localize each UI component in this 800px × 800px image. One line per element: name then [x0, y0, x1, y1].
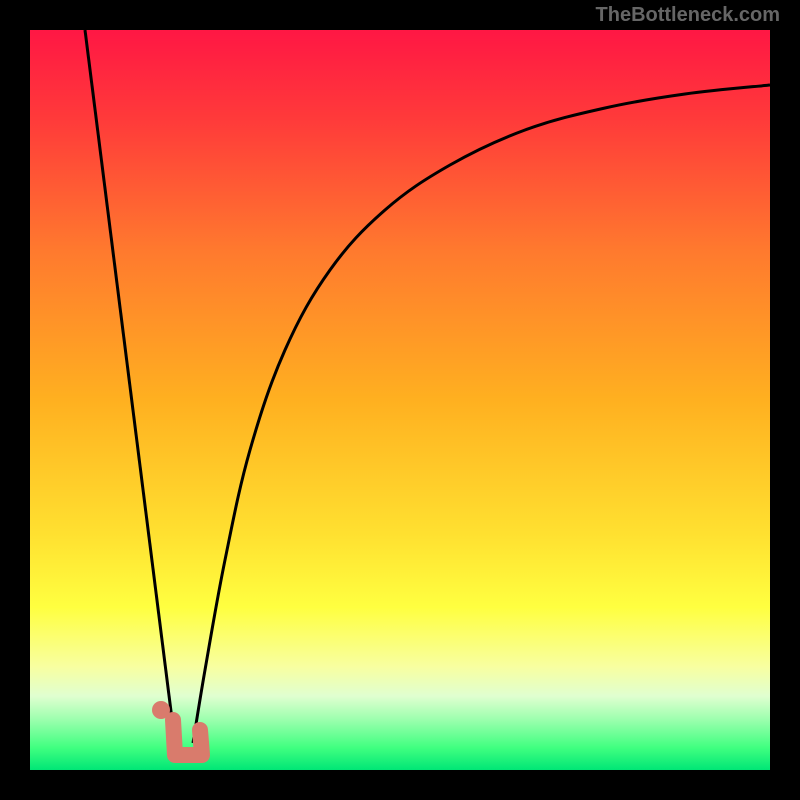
curves-layer: [30, 30, 770, 770]
left-curve: [85, 30, 175, 743]
watermark-text: TheBottleneck.com: [596, 4, 780, 27]
plot-area: [30, 30, 770, 770]
chart-container: TheBottleneck.com: [0, 0, 800, 800]
right-curve: [193, 85, 770, 743]
marker-hook: [173, 720, 202, 755]
